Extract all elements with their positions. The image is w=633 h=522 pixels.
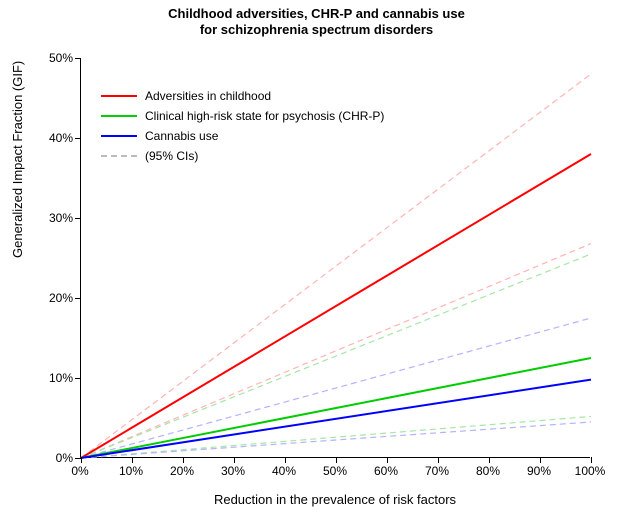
x-tick [234, 457, 235, 463]
legend-cannabis: Cannabis use [101, 126, 384, 146]
x-tick [183, 457, 184, 463]
series-line-chrp [81, 358, 591, 458]
x-tick [387, 457, 388, 463]
y-tick [75, 58, 81, 59]
x-tick-label: 100% [575, 464, 606, 478]
legend-adversities-swatch [101, 95, 137, 97]
x-tick-label: 20% [170, 464, 194, 478]
legend-chrp-label: Clinical high-risk state for psychosis (… [145, 109, 384, 123]
x-tick-label: 30% [221, 464, 245, 478]
y-axis-label: Generalized Impact Fraction (GIF) [10, 61, 25, 258]
chart-title: Childhood adversities, CHR-P and cannabi… [0, 6, 633, 39]
legend-ci-label: (95% CIs) [145, 149, 198, 163]
legend-adversities: Adversities in childhood [101, 86, 384, 106]
ci-line-adversities-lower [81, 244, 591, 458]
x-axis-label: Reduction in the prevalence of risk fact… [80, 492, 590, 507]
y-tick-label: 0% [56, 451, 73, 465]
y-tick [75, 138, 81, 139]
series-line-cannabis [81, 380, 591, 458]
x-tick-label: 10% [119, 464, 143, 478]
legend: Adversities in childhood Clinical high-ri… [101, 86, 384, 166]
y-tick [75, 218, 81, 219]
y-tick-label: 20% [49, 291, 73, 305]
series-line-adversities [81, 154, 591, 458]
x-tick [81, 457, 82, 463]
ci-line-chrp-lower [81, 416, 591, 458]
x-tick-label: 0% [71, 464, 88, 478]
plot-area: Adversities in childhood Clinical high-ri… [80, 58, 590, 458]
legend-ci: (95% CIs) [101, 146, 384, 166]
x-tick [336, 457, 337, 463]
x-tick [132, 457, 133, 463]
legend-chrp: Clinical high-risk state for psychosis (… [101, 106, 384, 126]
y-tick-label: 30% [49, 211, 73, 225]
x-tick [540, 457, 541, 463]
y-tick [75, 378, 81, 379]
y-tick-label: 50% [49, 51, 73, 65]
legend-cannabis-label: Cannabis use [145, 129, 218, 143]
y-tick [75, 298, 81, 299]
y-tick-label: 10% [49, 371, 73, 385]
legend-chrp-swatch [101, 115, 137, 117]
legend-cannabis-swatch [101, 135, 137, 137]
x-tick-label: 80% [476, 464, 500, 478]
x-tick-label: 60% [374, 464, 398, 478]
y-tick-label: 40% [49, 131, 73, 145]
title-line2: for schizophrenia spectrum disorders [200, 22, 433, 37]
x-tick [489, 457, 490, 463]
x-tick [285, 457, 286, 463]
legend-ci-swatch [101, 155, 137, 157]
x-tick [438, 457, 439, 463]
x-tick-label: 50% [323, 464, 347, 478]
chart-container: Childhood adversities, CHR-P and cannabi… [0, 0, 633, 522]
x-tick-label: 40% [272, 464, 296, 478]
title-line1: Childhood adversities, CHR-P and cannabi… [168, 6, 465, 21]
x-tick-label: 70% [425, 464, 449, 478]
x-tick-label: 90% [527, 464, 551, 478]
legend-adversities-label: Adversities in childhood [145, 89, 271, 103]
x-tick [591, 457, 592, 463]
